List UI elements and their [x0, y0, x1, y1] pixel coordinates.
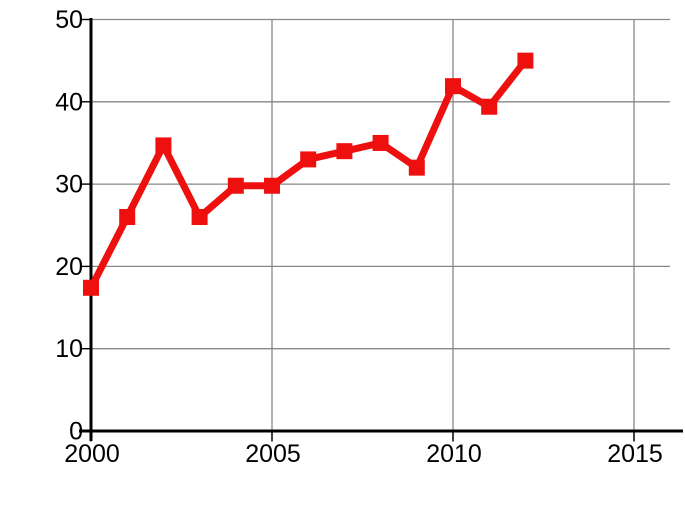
y-tick-label: 20: [55, 253, 83, 281]
data-point-marker: [336, 143, 353, 160]
data-point-marker: [372, 134, 389, 151]
data-point-marker: [300, 151, 317, 168]
x-tick-label: 2015: [607, 440, 663, 468]
y-tick-label: 10: [55, 335, 83, 363]
x-tick-label: 2005: [245, 440, 301, 468]
data-point-marker: [517, 52, 534, 69]
x-tick-label: 2000: [64, 440, 120, 468]
data-point-marker: [191, 209, 208, 226]
x-tick-label: 2010: [426, 440, 482, 468]
data-point-marker: [481, 98, 498, 115]
data-point-marker: [119, 209, 136, 226]
data-point-marker: [155, 137, 172, 154]
y-tick-label: 40: [55, 88, 83, 116]
series-line: [87, 58, 529, 290]
data-point-marker: [408, 159, 425, 176]
data-point-marker: [445, 78, 461, 95]
y-tick-label: 50: [55, 6, 83, 34]
y-tick-label: 0: [69, 418, 83, 446]
data-point-marker: [227, 177, 244, 194]
y-tick-label: 30: [55, 171, 83, 199]
data-point-marker: [83, 279, 99, 296]
data-point-marker: [264, 177, 280, 194]
